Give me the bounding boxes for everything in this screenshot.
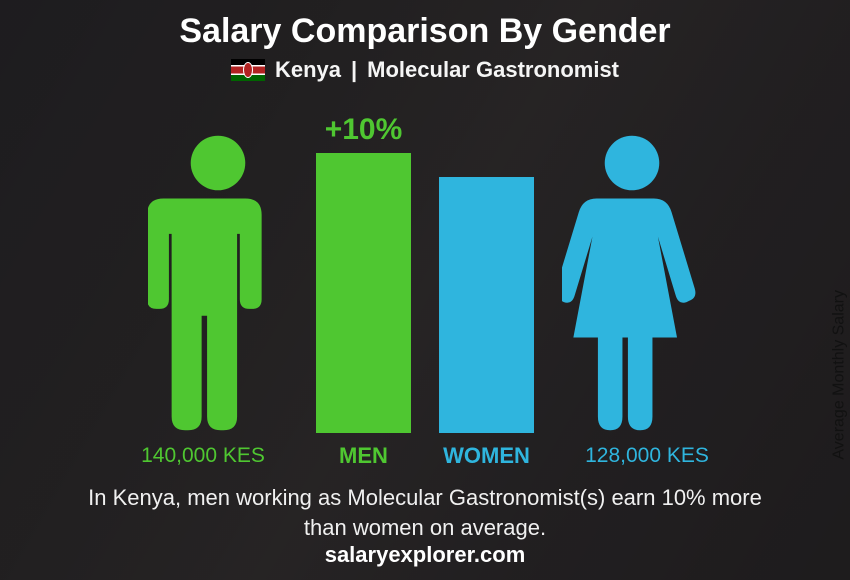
subtitle: Kenya | Molecular Gastronomist xyxy=(0,57,850,83)
subtitle-separator: | xyxy=(351,57,357,83)
men-bar: +10% xyxy=(316,113,411,433)
women-bar-rect xyxy=(439,177,534,433)
y-axis-label: Average Monthly Salary xyxy=(831,290,849,460)
subtitle-job: Molecular Gastronomist xyxy=(367,57,619,83)
chart-area: +10% xyxy=(65,103,785,433)
labels-row: 140,000 KES MEN WOMEN 128,000 KES xyxy=(65,443,785,469)
subtitle-country: Kenya xyxy=(275,57,341,83)
women-bar xyxy=(439,177,534,433)
pct-difference-label: +10% xyxy=(325,113,403,147)
description-text: In Kenya, men working as Molecular Gastr… xyxy=(65,483,785,542)
page-title: Salary Comparison By Gender xyxy=(0,0,850,51)
men-label: MEN xyxy=(316,443,411,469)
male-person-icon xyxy=(148,133,288,433)
men-salary-value: 140,000 KES xyxy=(118,444,288,468)
women-salary-value: 128,000 KES xyxy=(562,444,732,468)
footer-source: salaryexplorer.com xyxy=(0,542,850,568)
men-bar-rect xyxy=(316,153,411,433)
kenya-flag-icon xyxy=(231,59,265,81)
female-person-icon xyxy=(562,133,702,433)
women-label: WOMEN xyxy=(439,443,534,469)
